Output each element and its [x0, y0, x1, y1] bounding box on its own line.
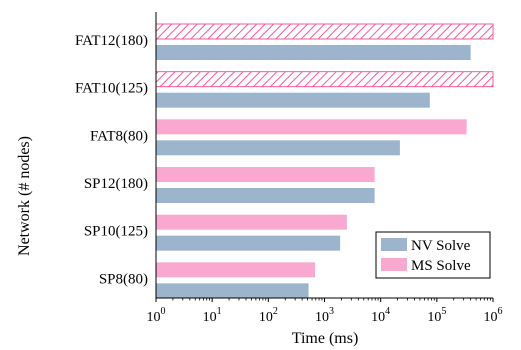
x-tick-label: 102 — [259, 306, 278, 325]
bar-ms-solve-4 — [156, 214, 347, 230]
x-tick-label: 104 — [371, 306, 390, 325]
bar-nv-solve-5 — [156, 283, 309, 299]
category-label: FAT8(80) — [90, 128, 148, 144]
bar-nv-solve-0 — [156, 45, 471, 60]
bar-nv-solve-2 — [156, 140, 400, 156]
x-ticks: 100 101 102 103 104 105 106 — [147, 298, 503, 325]
legend-swatch — [381, 258, 407, 271]
category-labels: FAT12(180) FAT10(125) FAT8(80) SP12(180) SP1… — [75, 33, 148, 287]
x-tick-label: 105 — [427, 306, 446, 325]
bar-ms-solve-0 — [155, 23, 494, 40]
bar-nv-solve-4 — [156, 235, 341, 251]
category-label: SP10(125) — [84, 224, 148, 240]
y-axis-title: Network (# nodes) — [16, 136, 33, 256]
legend-label: NV Solve — [411, 238, 471, 254]
legend: NV Solve MS Solve — [375, 231, 491, 279]
legend-label: MS Solve — [411, 258, 471, 274]
bar-ms-solve-2 — [156, 119, 467, 135]
bar-ms-solve-3 — [156, 167, 375, 182]
category-label: SP8(80) — [99, 271, 148, 287]
x-tick-label: 103 — [315, 306, 334, 325]
x-tick-label: 101 — [203, 306, 222, 325]
x-tick-label: 106 — [484, 306, 503, 325]
x-axis-title: Time (ms) — [292, 330, 359, 347]
bars-layer — [155, 23, 494, 299]
category-label: FAT10(125) — [75, 81, 148, 97]
category-label: SP12(180) — [84, 176, 148, 192]
bar-nv-solve-1 — [156, 92, 430, 108]
legend-swatch — [381, 238, 407, 251]
bar-ms-solve-5 — [156, 262, 316, 278]
bar-ms-solve-1 — [155, 71, 494, 88]
category-label: FAT12(180) — [75, 33, 148, 49]
x-tick-label: 100 — [147, 306, 166, 325]
bar-nv-solve-3 — [156, 188, 375, 203]
